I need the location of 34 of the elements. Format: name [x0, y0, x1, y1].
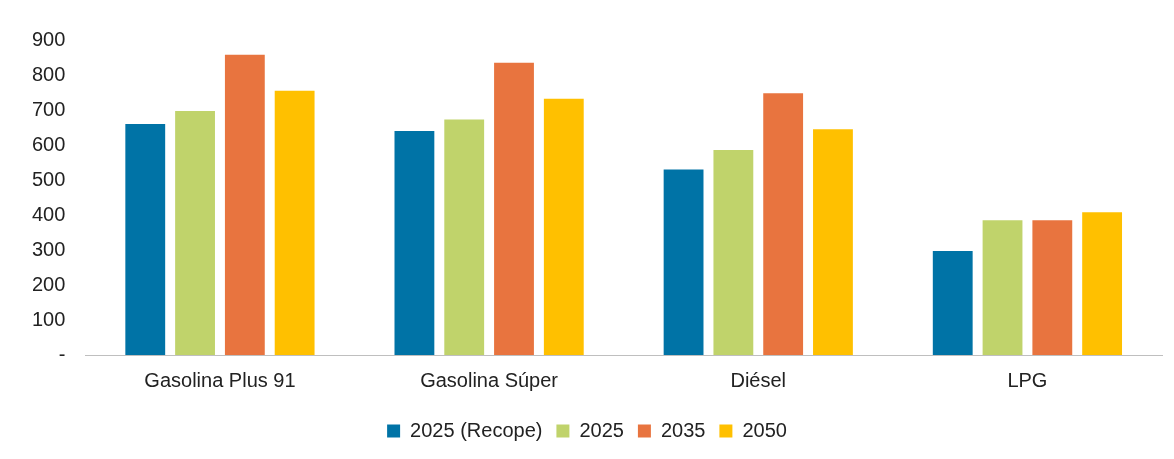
- y-tick-label: 100: [31, 307, 66, 330]
- bar: [982, 220, 1023, 355]
- bar: [1082, 212, 1123, 355]
- bar: [1032, 220, 1073, 355]
- bar: [713, 149, 754, 355]
- bar: [224, 54, 265, 355]
- bar: [274, 90, 315, 355]
- y-tick-label: 400: [31, 202, 66, 225]
- bar: [444, 119, 485, 355]
- legend-label: 2035: [660, 418, 706, 441]
- y-tick-label: 600: [31, 132, 66, 155]
- x-tick-label: LPG: [1007, 368, 1048, 391]
- x-tick-label: Gasolina Plus 91: [144, 368, 296, 391]
- bar: [813, 129, 853, 355]
- y-tick-label: 800: [31, 62, 66, 85]
- x-tick-label: Diésel: [730, 368, 787, 391]
- bar: [125, 124, 166, 355]
- y-tick-label: 900: [31, 27, 66, 50]
- bar: [932, 251, 973, 355]
- y-tick-label: -: [58, 342, 66, 365]
- x-tick-label: Gasolina Súper: [420, 368, 559, 391]
- y-tick-label: 500: [31, 167, 66, 190]
- legend-label: 2025: [579, 418, 624, 441]
- bar: [663, 169, 704, 355]
- bar: [763, 93, 804, 355]
- bar: [543, 98, 584, 355]
- legend-label: 2025 (Recope): [410, 418, 543, 441]
- y-tick-label: 700: [31, 97, 66, 120]
- bar: [494, 62, 534, 355]
- y-tick-label: 300: [31, 237, 66, 260]
- y-tick-label: 200: [31, 272, 66, 295]
- bar: [394, 131, 435, 355]
- legend-label: 2050: [742, 418, 787, 441]
- bar: [175, 111, 215, 355]
